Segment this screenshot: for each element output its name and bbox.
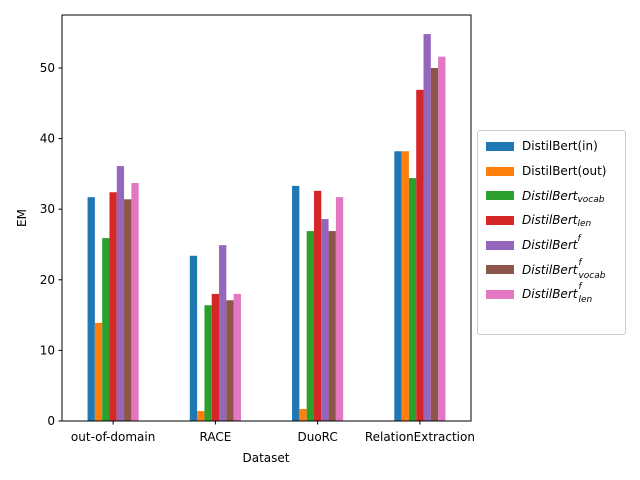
bar-distilbert-vocab-duorc [306, 231, 314, 421]
legend-label: DistilBert [522, 238, 578, 253]
legend-sub: vocab [578, 270, 606, 281]
x-tick-label: RACE [199, 430, 231, 444]
bar-distilbert-f-relationextraction [423, 34, 431, 422]
plot-frame [61, 14, 472, 422]
bar-distilbert-f-vocab-duorc [328, 231, 336, 421]
y-tick-label: 30 [40, 202, 55, 216]
bar-distilbert-out--relationextraction [401, 151, 409, 421]
x-tick-label: RelationExtraction [365, 430, 475, 444]
x-axis-label: Dataset [243, 451, 290, 465]
y-tick-label: 20 [40, 273, 55, 287]
legend-item: DistilBert(in) [486, 134, 625, 159]
bar-distilbert-f-len-duorc [335, 197, 344, 421]
bar-distilbert-f-out-of-domain [116, 166, 125, 421]
bar-distilbert-len-race [211, 293, 220, 421]
y-tick-label: 50 [40, 61, 55, 75]
legend-scripts: f vocab [578, 257, 606, 281]
bar-distilbert-out--duorc [299, 408, 307, 421]
bar-distilbert-f-len-out-of-domain [131, 183, 139, 421]
bar-distilbert-f-vocab-relationextraction [430, 67, 439, 422]
bar-distilbert-vocab-out-of-domain [102, 238, 110, 421]
bar-distilbert-vocab-relationextraction [408, 178, 417, 421]
bar-distilbert-len-duorc [313, 190, 322, 421]
legend-sup: f [578, 282, 582, 293]
legend-swatch [486, 289, 514, 299]
legend-item: DistilBert(out) [486, 159, 625, 184]
legend-sup: f [578, 257, 582, 268]
bar-distilbert-f-race [219, 245, 227, 421]
bar-distilbert-out--race [197, 411, 205, 421]
legend-scripts: f len [578, 282, 593, 306]
bar-distilbert-in--duorc [292, 185, 300, 421]
legend-item: DistilBert vocab [486, 183, 625, 208]
y-tick-label: 0 [47, 414, 55, 428]
y-axis-label: EM [15, 209, 29, 227]
legend-sub: len [577, 219, 592, 230]
legend-item: DistilBert len [486, 208, 625, 233]
bar-distilbert-len-out-of-domain [109, 192, 117, 421]
bar-distilbert-f-len-relationextraction [438, 56, 446, 422]
y-tick-label: 10 [40, 343, 55, 357]
bar-distilbert-vocab-race [204, 305, 212, 421]
bar-distilbert-out--out-of-domain [94, 322, 103, 421]
legend-swatch [486, 141, 514, 151]
legend-item: DistilBert f [486, 233, 625, 258]
legend-label: DistilBert(out) [522, 164, 607, 179]
bar-distilbert-f-vocab-race [226, 300, 234, 421]
bar-distilbert-f-vocab-out-of-domain [124, 199, 132, 421]
bar-distilbert-len-relationextraction [416, 89, 424, 421]
bar-distilbert-in--race [189, 255, 198, 421]
bar-distilbert-in--relationextraction [394, 151, 402, 421]
legend-label: DistilBert(in) [522, 139, 598, 154]
legend-swatch [486, 191, 514, 201]
legend-label: DistilBert [522, 213, 578, 228]
bar-distilbert-f-len-race [233, 293, 241, 421]
bar-distilbert-in--out-of-domain [87, 197, 95, 421]
legend-sub: len [578, 295, 593, 306]
legend-label: DistilBert [522, 188, 578, 203]
legend-swatch [486, 240, 514, 250]
legend-label: DistilBert [522, 262, 578, 277]
legend-item: DistilBert f len [486, 282, 625, 307]
x-tick-label: out-of-domain [71, 430, 155, 444]
legend: DistilBert(in) DistilBert(out) DistilBert v… [477, 130, 626, 335]
legend-sup: f [577, 234, 581, 245]
y-tick-label: 40 [40, 132, 55, 146]
x-tick-label: DuoRC [297, 430, 337, 444]
legend-swatch [486, 265, 514, 275]
legend-sub: vocab [577, 194, 605, 205]
legend-item: DistilBert f vocab [486, 257, 625, 282]
legend-swatch [486, 215, 514, 225]
legend-label: DistilBert [522, 287, 578, 302]
legend-swatch [486, 166, 514, 176]
bar-distilbert-f-duorc [321, 219, 329, 421]
